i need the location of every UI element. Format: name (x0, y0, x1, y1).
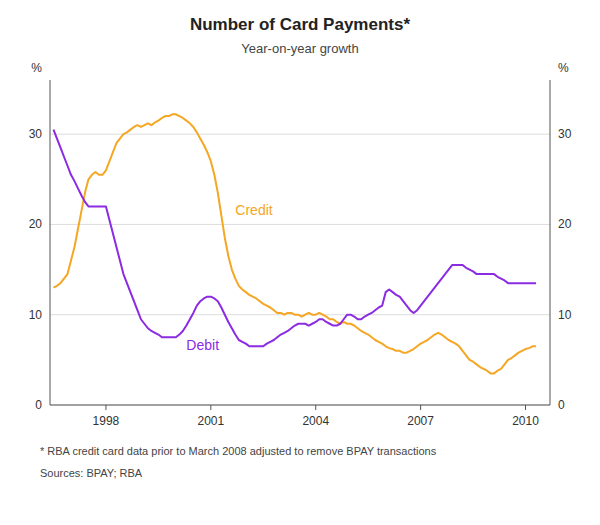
x-tick-label: 2001 (197, 414, 224, 428)
series-line (54, 114, 537, 373)
series-line (54, 130, 537, 347)
x-tick (105, 405, 106, 410)
x-tick-label: 2007 (407, 414, 434, 428)
x-tick-label: 2004 (302, 414, 329, 428)
footnote: Sources: BPAY; RBA (40, 467, 143, 479)
x-tick (315, 405, 316, 410)
subtitle: Year-on-year growth (241, 41, 358, 56)
axes: 0 10 20 30 0 10 20 30 1998 2001 2004 2007 2010 (29, 80, 572, 428)
x-tick-label: 2010 (512, 414, 539, 428)
x-tick (525, 405, 526, 410)
y2-tick-label: 0 (558, 398, 565, 412)
y2-tick-label: 20 (558, 217, 572, 231)
grid-line (50, 405, 550, 406)
y-tick-label: 10 (29, 308, 43, 322)
chart: Number of Card Payments* Year-on-year gro… (0, 0, 600, 525)
y2-tick-label: 10 (558, 308, 572, 322)
x-tick-label: 1998 (93, 414, 120, 428)
footnote: * RBA credit card data prior to March 20… (40, 445, 437, 457)
title: Number of Card Payments* (190, 15, 410, 34)
y-axis-label: % (31, 61, 42, 75)
y-tick-label: 20 (29, 217, 43, 231)
y2-axis-label: % (558, 61, 569, 75)
x-tick (210, 405, 211, 410)
grid-line (50, 224, 550, 225)
y2-axis-line (550, 80, 551, 405)
y-tick-label: 30 (29, 127, 43, 141)
y-axis-line (50, 80, 51, 405)
plot-area (54, 114, 537, 373)
y2-tick-label: 30 (558, 127, 572, 141)
y-tick-label: 0 (35, 398, 42, 412)
series-label: Debit (186, 337, 219, 353)
x-axis-line (50, 405, 550, 406)
series-label: Credit (235, 202, 272, 218)
x-tick (420, 405, 421, 410)
